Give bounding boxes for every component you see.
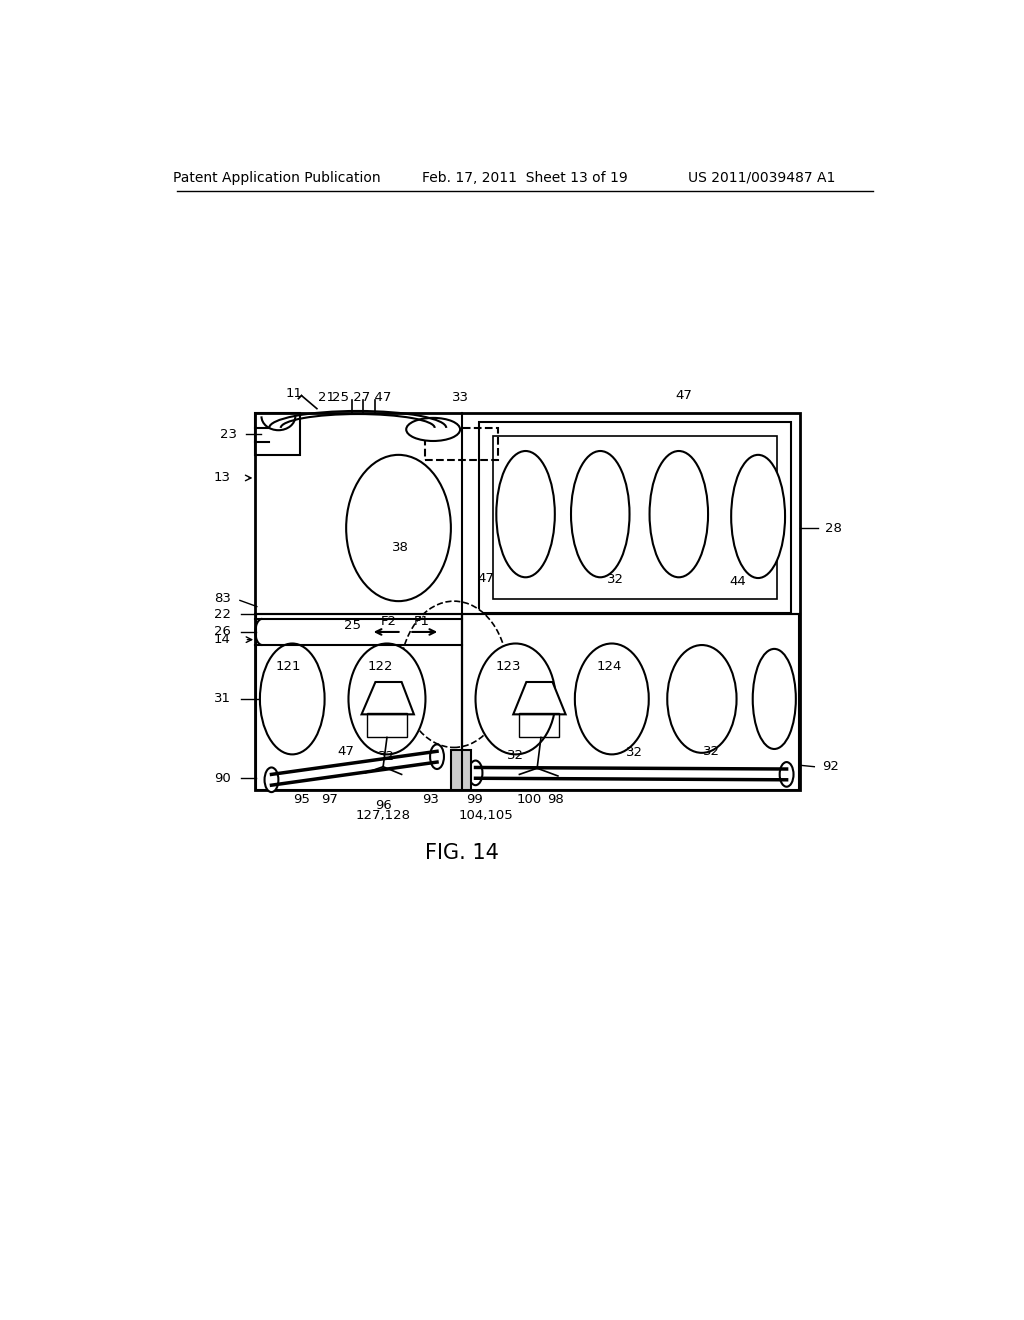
- Text: 32: 32: [703, 744, 721, 758]
- Ellipse shape: [574, 644, 649, 755]
- Text: 92: 92: [822, 760, 839, 774]
- Text: 22: 22: [214, 607, 230, 620]
- Ellipse shape: [260, 644, 325, 755]
- Ellipse shape: [731, 455, 785, 578]
- Text: 11: 11: [286, 387, 302, 400]
- Text: 95: 95: [293, 793, 310, 807]
- Bar: [462, 614, 799, 789]
- Text: 13: 13: [214, 471, 230, 484]
- Text: 38: 38: [391, 541, 409, 554]
- Text: 93: 93: [423, 793, 439, 807]
- Text: 32: 32: [607, 573, 625, 586]
- Text: Patent Application Publication: Patent Application Publication: [173, 170, 381, 185]
- Text: F1: F1: [414, 615, 430, 628]
- Text: 25 27 47: 25 27 47: [332, 391, 391, 404]
- Text: 23: 23: [220, 428, 237, 441]
- Polygon shape: [513, 682, 565, 714]
- Bar: [479, 422, 792, 612]
- Text: 99: 99: [466, 793, 483, 807]
- Ellipse shape: [779, 762, 794, 787]
- Text: 21: 21: [318, 391, 336, 404]
- Bar: [367, 713, 407, 738]
- Text: 44: 44: [729, 576, 745, 589]
- Text: 32: 32: [627, 746, 643, 759]
- Ellipse shape: [497, 451, 555, 577]
- Text: 26: 26: [214, 626, 230, 639]
- Polygon shape: [361, 682, 414, 714]
- Text: 121: 121: [275, 660, 301, 673]
- Text: 122: 122: [368, 660, 393, 673]
- Bar: [255, 413, 801, 789]
- Bar: [425, 428, 498, 461]
- Ellipse shape: [346, 455, 451, 601]
- Text: 90: 90: [214, 772, 230, 785]
- Ellipse shape: [649, 451, 708, 577]
- Text: FIG. 14: FIG. 14: [425, 843, 499, 863]
- Text: 97: 97: [321, 793, 338, 807]
- Text: 96: 96: [375, 799, 391, 812]
- Text: 83: 83: [214, 593, 230, 606]
- Text: 25: 25: [344, 619, 360, 632]
- Text: F2: F2: [381, 615, 396, 628]
- Bar: [451, 750, 471, 789]
- Text: 124: 124: [597, 660, 623, 673]
- Text: 32: 32: [379, 750, 395, 763]
- Text: 100: 100: [517, 793, 542, 807]
- Text: 32: 32: [507, 748, 524, 762]
- Text: 47: 47: [338, 744, 354, 758]
- Text: 28: 28: [825, 521, 842, 535]
- Text: 123: 123: [496, 660, 520, 673]
- Text: 14: 14: [214, 634, 230, 647]
- Text: 127,128: 127,128: [355, 809, 411, 822]
- Bar: [494, 436, 777, 599]
- Ellipse shape: [469, 760, 482, 785]
- Ellipse shape: [348, 644, 425, 755]
- Text: 47: 47: [675, 389, 692, 403]
- Text: US 2011/0039487 A1: US 2011/0039487 A1: [688, 170, 836, 185]
- Ellipse shape: [264, 767, 279, 792]
- Ellipse shape: [571, 451, 630, 577]
- Ellipse shape: [400, 601, 508, 747]
- Text: 47: 47: [478, 572, 495, 585]
- Bar: [255, 413, 300, 455]
- Ellipse shape: [475, 644, 556, 755]
- Ellipse shape: [668, 645, 736, 752]
- Ellipse shape: [753, 649, 796, 748]
- Ellipse shape: [407, 418, 460, 441]
- Text: Feb. 17, 2011  Sheet 13 of 19: Feb. 17, 2011 Sheet 13 of 19: [422, 170, 628, 185]
- Text: 104,105: 104,105: [459, 809, 514, 822]
- Text: 31: 31: [214, 693, 230, 705]
- Text: 98: 98: [547, 793, 564, 807]
- Bar: [519, 713, 559, 738]
- Text: 33: 33: [452, 391, 469, 404]
- Ellipse shape: [430, 744, 444, 770]
- Bar: [256, 614, 462, 789]
